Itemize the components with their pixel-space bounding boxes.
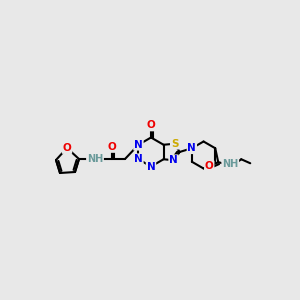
Text: NH: NH	[222, 159, 238, 169]
Text: N: N	[147, 161, 155, 172]
Text: NH: NH	[87, 154, 103, 164]
Text: N: N	[188, 143, 196, 153]
Text: S: S	[171, 139, 178, 149]
Text: N: N	[169, 155, 178, 165]
Text: N: N	[134, 154, 143, 164]
Text: O: O	[108, 142, 116, 152]
Text: O: O	[63, 143, 71, 153]
Text: O: O	[147, 121, 155, 130]
Text: N: N	[134, 140, 143, 150]
Text: O: O	[205, 161, 214, 171]
